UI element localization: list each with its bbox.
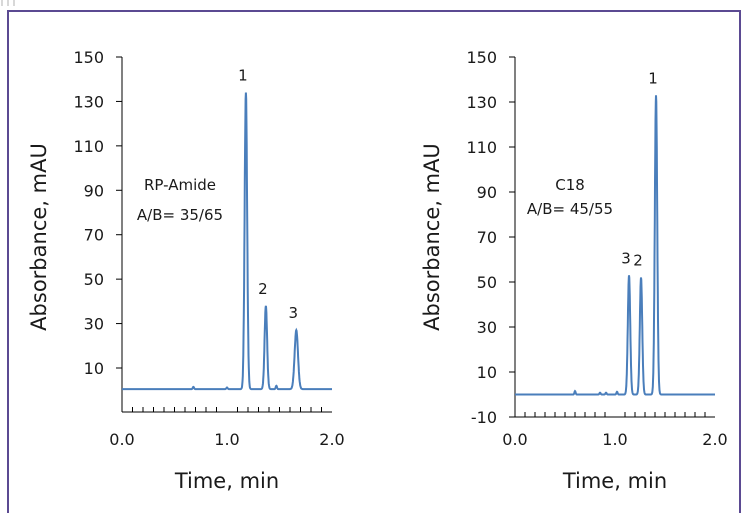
x-tick-label: 1.0: [602, 430, 627, 449]
x-axis-title: Time, min: [562, 469, 667, 493]
y-tick-label: 70: [84, 226, 104, 245]
condition-annotation: A/B= 45/55: [527, 200, 613, 218]
x-tick-label: 2.0: [702, 430, 727, 449]
y-tick-label: 10: [477, 363, 497, 382]
y-tick-label: 130: [466, 93, 497, 112]
y-axis-title: Absorbance, mAU: [27, 143, 51, 331]
y-tick-label: 150: [73, 48, 104, 67]
y-tick-label: 30: [84, 315, 104, 334]
condition-annotation: C18: [555, 176, 585, 194]
corner-marks: [1, 0, 15, 6]
peak-label: 1: [238, 67, 248, 85]
x-tick-label: 0.0: [502, 430, 527, 449]
x-tick-label: 0.0: [109, 430, 134, 449]
chart-panel-2: -10 10 30 50 70 90 110 130 150 0.0 1.0 2.0 Time, min…: [420, 48, 728, 493]
chromatogram-trace: [515, 95, 715, 396]
y-tick-label: 110: [73, 137, 104, 156]
y-tick-label: 150: [466, 48, 497, 67]
chromatogram-trace: [122, 92, 332, 391]
peak-label: 3: [289, 304, 299, 322]
condition-annotation: A/B= 35/65: [137, 206, 223, 224]
y-tick-label: 50: [477, 273, 497, 292]
chart-panel-1: 10 30 50 70 90 110 130 150 0.0 1.0 2.0 Time, min Abs…: [27, 48, 345, 493]
y-tick-label: 30: [477, 318, 497, 337]
y-tick-label: 90: [84, 181, 104, 200]
x-tick-label: 2.0: [319, 430, 344, 449]
y-tick-label: 130: [73, 92, 104, 111]
y-tick-label: 70: [477, 228, 497, 247]
peak-label: 2: [258, 280, 268, 298]
y-tick-label: 50: [84, 270, 104, 289]
x-axis-title: Time, min: [174, 469, 279, 493]
y-axis-title: Absorbance, mAU: [420, 143, 444, 331]
peak-label: 3: [621, 249, 631, 267]
y-tick-label: 110: [466, 138, 497, 157]
condition-annotation: RP-Amide: [144, 176, 216, 194]
y-tick-label: 10: [84, 359, 104, 378]
peak-label: 1: [648, 69, 658, 87]
x-tick-label: 1.0: [214, 430, 239, 449]
y-tick-label: -10: [471, 408, 497, 427]
peak-label: 2: [633, 252, 643, 270]
figure-frame: [7, 10, 741, 513]
y-tick-label: 90: [477, 183, 497, 202]
